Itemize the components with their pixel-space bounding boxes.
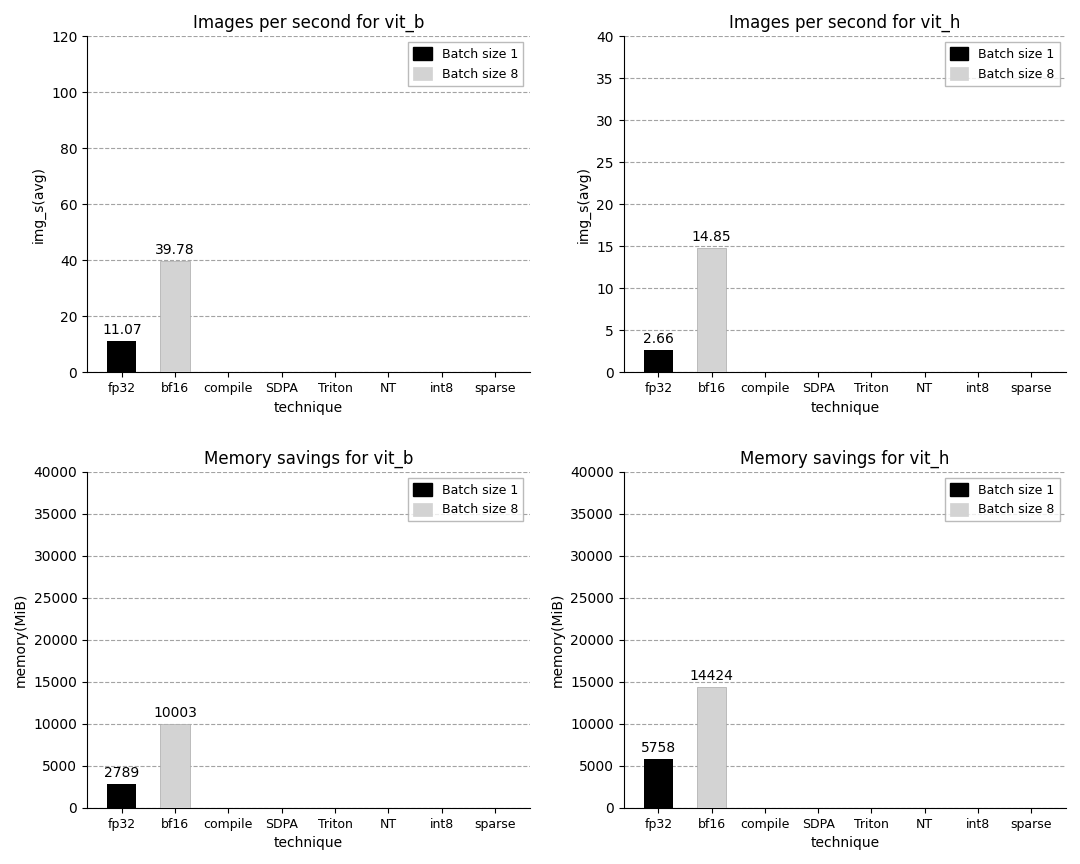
Bar bbox=[697, 248, 726, 372]
Bar bbox=[107, 785, 136, 808]
X-axis label: technique: technique bbox=[273, 836, 342, 850]
Title: Images per second for vit_b: Images per second for vit_b bbox=[192, 14, 424, 32]
Text: 10003: 10003 bbox=[153, 706, 197, 720]
Bar bbox=[107, 341, 136, 372]
Title: Images per second for vit_h: Images per second for vit_h bbox=[729, 14, 960, 32]
Text: 14424: 14424 bbox=[690, 669, 733, 683]
Bar bbox=[644, 759, 673, 808]
Y-axis label: img_s(avg): img_s(avg) bbox=[577, 166, 591, 243]
Text: 14.85: 14.85 bbox=[692, 230, 731, 244]
Y-axis label: memory(MiB): memory(MiB) bbox=[14, 593, 28, 687]
Text: 39.78: 39.78 bbox=[156, 243, 194, 257]
Text: 2.66: 2.66 bbox=[643, 332, 674, 346]
Text: 11.07: 11.07 bbox=[102, 323, 141, 337]
Text: 2789: 2789 bbox=[104, 766, 139, 780]
Legend: Batch size 1, Batch size 8: Batch size 1, Batch size 8 bbox=[945, 478, 1059, 522]
X-axis label: technique: technique bbox=[273, 401, 342, 415]
X-axis label: technique: technique bbox=[810, 836, 879, 850]
Title: Memory savings for vit_h: Memory savings for vit_h bbox=[740, 449, 949, 467]
Bar bbox=[161, 261, 190, 372]
Legend: Batch size 1, Batch size 8: Batch size 1, Batch size 8 bbox=[945, 42, 1059, 86]
Title: Memory savings for vit_b: Memory savings for vit_b bbox=[204, 449, 413, 467]
Bar bbox=[161, 724, 190, 808]
X-axis label: technique: technique bbox=[810, 401, 879, 415]
Legend: Batch size 1, Batch size 8: Batch size 1, Batch size 8 bbox=[408, 42, 524, 86]
Y-axis label: memory(MiB): memory(MiB) bbox=[551, 593, 565, 687]
Text: 5758: 5758 bbox=[640, 741, 676, 755]
Legend: Batch size 1, Batch size 8: Batch size 1, Batch size 8 bbox=[408, 478, 524, 522]
Bar bbox=[697, 687, 726, 808]
Y-axis label: img_s(avg): img_s(avg) bbox=[31, 166, 45, 243]
Bar bbox=[644, 350, 673, 372]
